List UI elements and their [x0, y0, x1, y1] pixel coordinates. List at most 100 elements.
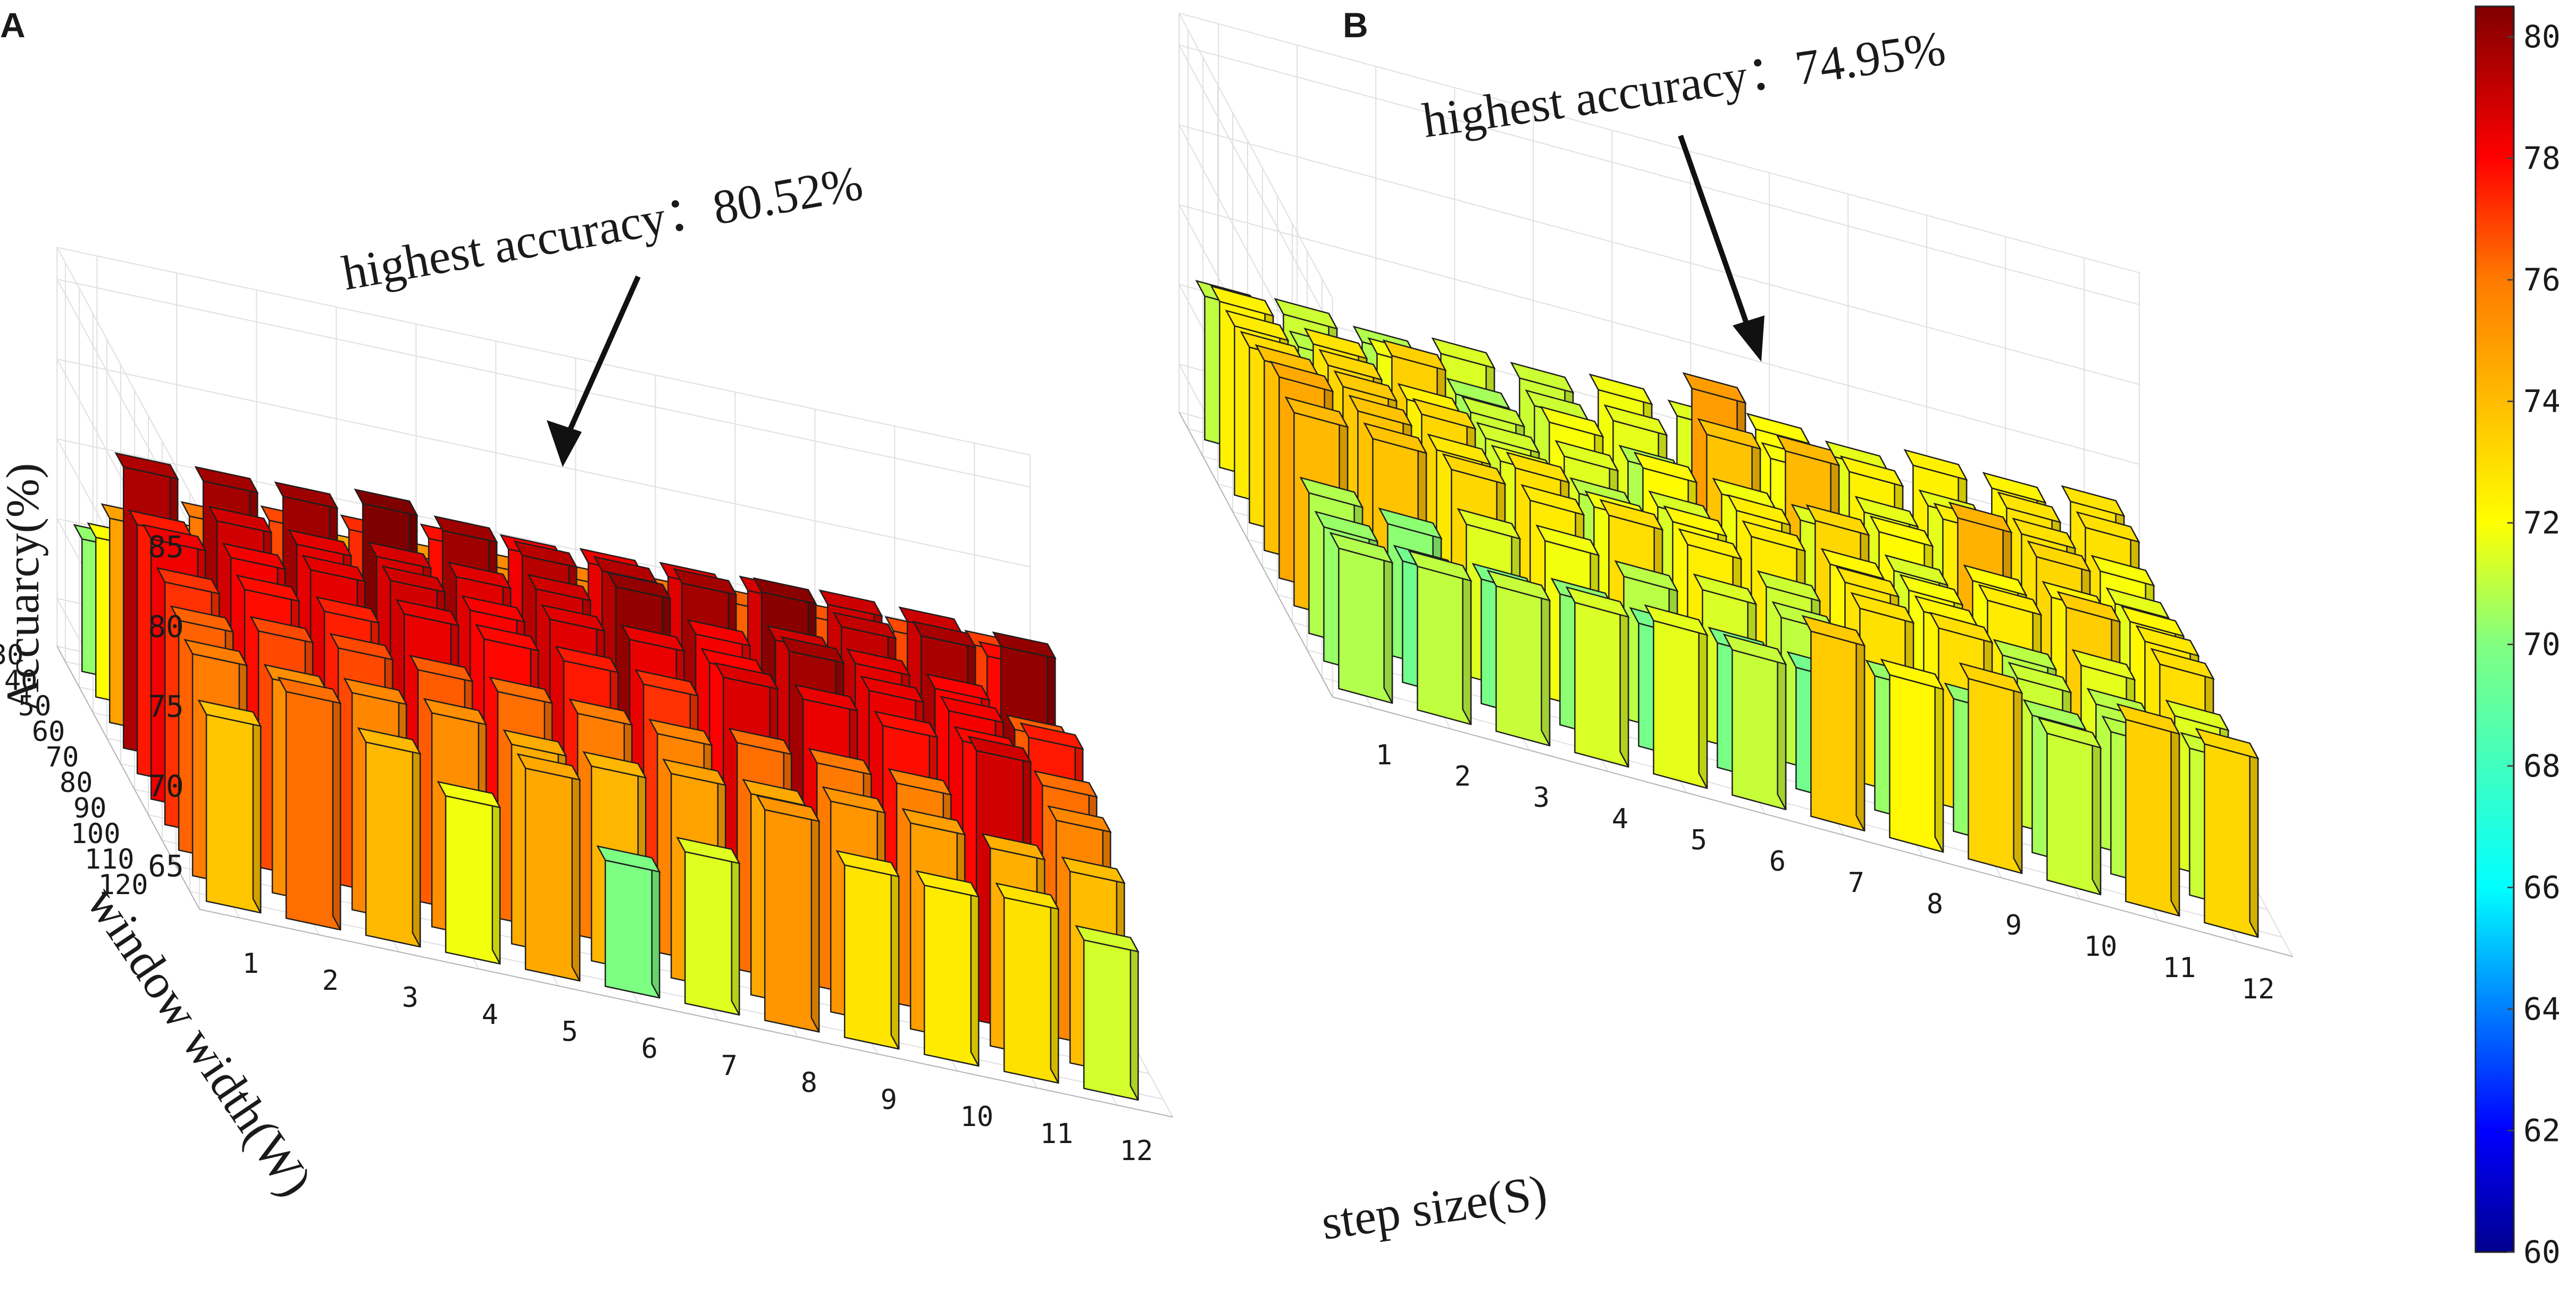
bar-top-face	[2116, 703, 2181, 735]
B-y-axis-line	[1178, 412, 1333, 697]
bar-top-face	[2056, 591, 2121, 623]
bar-top-face	[874, 711, 939, 738]
bar-top-face	[926, 673, 991, 701]
bar-side-face	[1383, 547, 1393, 704]
bar-top-face	[901, 808, 966, 836]
bar-top-face	[2071, 649, 2136, 681]
bar-top-face	[1382, 339, 1447, 371]
bar-top-face	[222, 543, 287, 570]
colorbar-tick-label: 64	[2523, 991, 2561, 1027]
bar-top-face	[2195, 728, 2260, 760]
bar-side-face	[332, 689, 341, 930]
bar-top-face	[596, 845, 661, 873]
bar	[2037, 717, 2102, 896]
bar-top-face	[1314, 511, 1379, 543]
bar-side-face	[1934, 673, 1944, 853]
bar-top-face	[541, 604, 606, 632]
bar-top-face	[1446, 378, 1511, 410]
bar-top-face	[1993, 639, 2058, 671]
panel-b-bars	[1195, 280, 2260, 938]
bar-top-face	[676, 837, 741, 864]
bar-top-face	[1588, 373, 1653, 405]
bar-top-face	[1284, 396, 1349, 428]
bar-side-face	[1619, 601, 1629, 768]
bar-top-face	[794, 684, 859, 712]
bar-top-face	[1033, 770, 1098, 798]
A-z-gridline	[56, 278, 1031, 543]
bar-side-face	[1541, 585, 1551, 746]
x-tick-label: 4	[1612, 803, 1628, 835]
bar-top-face	[1486, 570, 1551, 602]
A-x-axis-line	[199, 908, 1173, 1118]
bar	[1644, 604, 1709, 789]
panel-label-a: A	[0, 5, 26, 45]
bar-top-face	[302, 555, 366, 582]
bar-top-face	[513, 540, 578, 568]
bar-top-face	[1457, 508, 1521, 540]
bar-top-face	[1431, 337, 1496, 369]
y-tick-label: 110	[85, 844, 135, 876]
panel-b-annotation: highest accuracy：74.95%	[1419, 21, 1949, 148]
bar-top-face	[808, 748, 873, 776]
bar-top-face	[1210, 285, 1275, 317]
bar-top-face	[114, 452, 179, 480]
bar-side-face	[412, 739, 421, 947]
bar-top-face	[503, 729, 567, 757]
bar-top-face	[1820, 548, 1885, 580]
bar-top-face	[1348, 395, 1413, 427]
colorbar-tick-label: 68	[2523, 748, 2561, 784]
bar	[2116, 703, 2181, 917]
colorbar-tick-label: 74	[2523, 383, 2561, 420]
bar-top-face	[940, 696, 1005, 723]
bar	[1565, 586, 1630, 768]
panel-b-annotation-arrowhead	[1733, 315, 1764, 362]
bar-top-face	[846, 648, 911, 676]
A-y-axis-line	[56, 646, 200, 910]
bar	[1959, 662, 2023, 874]
panel-a-annotation: highest accuracy：80.52%	[338, 155, 867, 301]
bar-top-face	[832, 612, 897, 639]
bar-top-face	[1869, 515, 1934, 547]
bar-top-face	[1757, 570, 1821, 602]
bar-side-face	[1130, 937, 1139, 1100]
bar-top-face	[1997, 491, 2062, 523]
bar	[2195, 728, 2260, 938]
bar	[1329, 532, 1394, 704]
bar-top-face	[236, 574, 300, 602]
bar-top-face	[208, 506, 273, 533]
bar-top-face	[1682, 372, 1747, 404]
bar-top-face	[1963, 564, 2028, 596]
bar-top-face	[183, 639, 248, 666]
colorbar-gradient	[2474, 5, 2515, 1253]
bar-top-face	[2008, 662, 2072, 694]
bar-top-face	[423, 698, 488, 726]
bar-top-face	[409, 655, 474, 682]
colorbar-ticks: 60 62 64 66 68 70 72 74 76 78 80	[2507, 19, 2561, 1270]
x-tick-label: 7	[721, 1050, 738, 1082]
z-tick-label: 75	[148, 690, 183, 724]
x-tick-label: 2	[322, 965, 339, 997]
bar	[1880, 658, 1945, 853]
panel-label-b: B	[1343, 5, 1368, 45]
x-tick-label: 12	[2242, 973, 2275, 1005]
bar-top-face	[197, 699, 262, 727]
bar-top-face	[582, 751, 647, 779]
bar-top-face	[1982, 472, 2047, 504]
bar	[756, 795, 821, 1033]
y-tick-label: 60	[32, 716, 65, 748]
bar-side-face	[970, 882, 980, 1066]
bar-top-face	[780, 636, 845, 664]
bar-top-face	[1318, 349, 1383, 381]
bar-side-face	[2013, 677, 2023, 874]
bar-top-face	[194, 466, 259, 494]
x-tick-label: 8	[1927, 888, 1943, 920]
bar-top-face	[1899, 574, 1964, 606]
bar-top-face	[2150, 648, 2215, 680]
bar-top-face	[634, 669, 699, 697]
bar-top-face	[156, 567, 221, 595]
bar-side-face	[1462, 565, 1472, 725]
panel-a-z-axis-label: Accuarcy(%)	[0, 463, 49, 712]
bar-top-face	[315, 596, 380, 624]
panel-a-annotation-arrowhead	[547, 420, 582, 467]
bar-top-face	[142, 524, 207, 552]
